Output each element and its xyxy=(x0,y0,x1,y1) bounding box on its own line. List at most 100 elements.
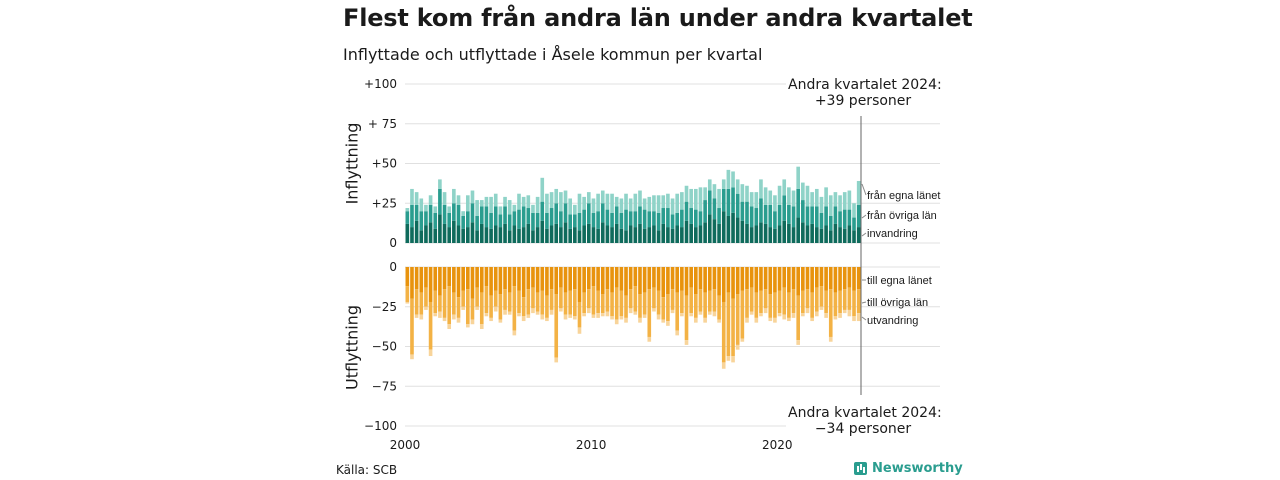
bar-till-egna-länet xyxy=(856,267,861,290)
bar-till-övriga-län xyxy=(545,295,549,318)
y-tick-label: −75 xyxy=(372,379,397,393)
bar-invandring xyxy=(703,187,707,201)
bar-invandring xyxy=(824,187,828,207)
bar-utvandring xyxy=(726,356,731,361)
bar-till-övriga-län xyxy=(498,294,503,320)
bar-från-egna-länet xyxy=(507,230,512,243)
bar-från-egna-länet xyxy=(819,228,824,243)
bar-utvandring xyxy=(531,308,535,314)
bar-till-egna-länet xyxy=(666,267,670,295)
bar-från-egna-länet xyxy=(447,227,452,243)
bar-utvandring xyxy=(819,306,824,310)
bar-från-övriga-län xyxy=(591,212,596,228)
bar-utvandring xyxy=(721,362,726,369)
bar-från-övriga-län xyxy=(549,208,554,226)
bar-från-egna-länet xyxy=(605,225,610,243)
bar-utvandring xyxy=(433,313,438,317)
bar-till-egna-länet xyxy=(675,267,680,293)
bar-från-övriga-län xyxy=(833,206,838,224)
bar-från-övriga-län xyxy=(596,211,600,229)
bar-från-egna-länet xyxy=(573,227,577,243)
bar-invandring xyxy=(438,179,442,189)
bar-från-övriga-län xyxy=(763,204,768,224)
bar-utvandring xyxy=(694,317,698,323)
bar-till-egna-länet xyxy=(559,267,563,288)
bar-till-övriga-län xyxy=(484,286,489,314)
bar-till-egna-länet xyxy=(833,267,838,293)
bar-till-övriga-län xyxy=(573,289,577,317)
bar-från-egna-länet xyxy=(479,223,484,243)
bar-till-egna-länet xyxy=(591,267,596,287)
bar-till-egna-länet xyxy=(684,267,689,296)
bar-från-övriga-län xyxy=(698,211,703,226)
bar-från-övriga-län xyxy=(656,212,661,231)
bar-till-övriga-län xyxy=(493,290,498,307)
bar-från-övriga-län xyxy=(680,209,684,228)
y-tick-label: 0 xyxy=(389,236,397,250)
bar-från-övriga-län xyxy=(545,212,549,229)
bar-till-övriga-län xyxy=(782,287,787,315)
bar-invandring xyxy=(452,188,456,204)
bar-från-övriga-län xyxy=(493,206,498,226)
bar-utvandring xyxy=(703,317,707,323)
bar-från-övriga-län xyxy=(498,214,503,228)
legend-leader xyxy=(861,183,867,196)
bar-utvandring xyxy=(461,306,465,310)
bar-från-egna-länet xyxy=(484,227,489,243)
bar-invandring xyxy=(428,195,433,205)
bar-till-egna-länet xyxy=(749,267,754,288)
bar-till-övriga-län xyxy=(759,290,763,314)
bar-utvandring xyxy=(684,340,689,345)
bar-från-egna-länet xyxy=(512,225,517,243)
bar-utvandring xyxy=(600,313,605,317)
bar-till-övriga-län xyxy=(591,286,596,315)
bar-utvandring xyxy=(517,313,521,317)
bar-från-egna-länet xyxy=(777,225,782,243)
bar-från-egna-länet xyxy=(852,230,856,243)
bar-från-egna-länet xyxy=(745,223,749,243)
bar-till-övriga-län xyxy=(694,294,698,318)
bar-från-övriga-län xyxy=(824,206,828,226)
bar-från-övriga-län xyxy=(540,201,545,221)
bar-till-egna-länet xyxy=(828,267,833,290)
bar-utvandring xyxy=(489,317,493,322)
bar-från-egna-länet xyxy=(717,223,721,243)
bar-till-övriga-län xyxy=(670,289,675,310)
bar-från-övriga-län xyxy=(479,206,484,224)
bar-utvandring xyxy=(801,313,805,317)
bar-invandring xyxy=(419,198,424,212)
bar-till-övriga-län xyxy=(833,292,838,317)
bar-utvandring xyxy=(596,313,600,318)
bar-invandring xyxy=(545,193,549,213)
bar-till-övriga-län xyxy=(842,289,847,310)
bar-invandring xyxy=(787,187,791,205)
bar-till-egna-länet xyxy=(596,267,600,291)
bar-till-egna-länet xyxy=(466,267,470,290)
bar-invandring xyxy=(414,192,419,205)
bar-till-egna-länet xyxy=(642,267,647,293)
bar-till-egna-länet xyxy=(740,267,745,291)
bar-till-egna-länet xyxy=(745,267,749,290)
bar-utvandring xyxy=(521,316,526,322)
bar-utvandring xyxy=(754,317,759,323)
x-tick-label: 2000 xyxy=(390,438,421,452)
bar-från-egna-länet xyxy=(563,222,568,243)
bar-till-egna-länet xyxy=(768,267,773,295)
bar-till-egna-länet xyxy=(731,267,735,299)
bar-från-egna-länet xyxy=(801,222,805,243)
bar-invandring xyxy=(591,198,596,213)
bar-till-egna-länet xyxy=(489,267,493,296)
bar-utvandring xyxy=(759,313,763,317)
bar-invandring xyxy=(554,188,559,204)
y-tick-label: −100 xyxy=(364,419,397,433)
bar-från-egna-länet xyxy=(787,223,791,243)
bar-från-övriga-län xyxy=(810,206,814,224)
bar-invandring xyxy=(698,187,703,212)
bar-invandring xyxy=(768,190,773,205)
bar-utvandring xyxy=(535,311,540,315)
bar-till-övriga-län xyxy=(582,292,586,314)
bar-till-egna-länet xyxy=(689,267,693,288)
bar-invandring xyxy=(493,193,498,207)
annotation-outflow-line1: Andra kvartalet 2024: xyxy=(788,405,942,421)
bar-till-övriga-län xyxy=(847,287,852,310)
